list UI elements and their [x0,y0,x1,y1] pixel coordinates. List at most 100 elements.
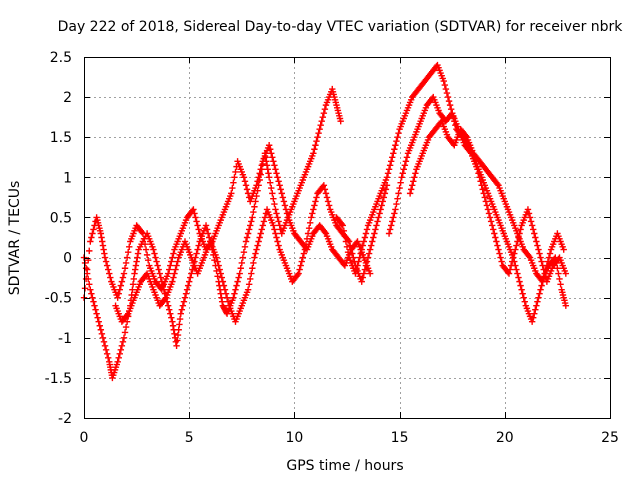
data-point [474,166,481,173]
data-point-interp [244,230,252,237]
data-point [265,142,273,149]
data-point-interp [218,294,225,301]
data-point-interp [256,170,263,177]
data-point-interp [356,254,363,261]
data-point-interp [181,294,189,301]
data-point-interp [361,266,369,273]
data-point-interp [258,162,265,169]
data-point [236,270,243,277]
data-point [190,206,197,213]
data-point-interp [174,337,181,344]
data-point-interp [497,254,504,261]
data-point-interp [130,275,137,283]
data-point-interp [81,285,89,292]
data-point [251,254,258,261]
data-point-interp [366,246,374,253]
data-point [253,182,260,189]
data-point [390,150,397,157]
y-axis-title: SDTVAR / TECUs [7,181,23,296]
data-point-interp [462,132,470,140]
data-point-interp [192,214,199,221]
data-point-interp [104,354,112,362]
series-track-d [333,61,567,325]
data-point-interp [267,179,274,186]
data-point-interp [320,109,328,117]
data-point-interp [205,234,213,241]
data-point-interp [360,270,368,277]
data-point-interp [188,270,195,277]
data-point-interp [443,89,451,97]
data-point-interp [154,262,161,269]
data-point-interp [220,282,228,289]
data-point [524,206,532,213]
data-point-interp [169,322,177,329]
data-point-interp [229,184,236,192]
data-point [169,278,176,285]
data-point-interp [194,246,201,253]
data-point-interp [396,184,403,192]
data-point-interp [116,286,123,293]
series-track-b [80,142,374,301]
data-point-interp [373,222,380,229]
data-point-interp [256,234,263,241]
data-point-interp [313,138,320,145]
data-point-interp [267,146,274,153]
data-point-interp [168,314,175,321]
data-point [358,278,365,285]
data-point-interp [232,168,239,176]
data-point-interp [240,249,248,256]
data-point-interp [532,234,539,241]
data-point-interp [386,162,394,169]
y-tick-label: -0.5 [45,291,72,307]
data-points [80,61,570,382]
data-point-interp [306,219,314,226]
data-point-interp [546,250,554,257]
data-point-interp [126,243,133,251]
data-point [272,206,279,213]
data-point-interp [312,142,319,149]
data-point-interp [250,259,257,267]
data-point-interp [511,250,518,257]
data-point [139,230,147,237]
data-point-interp [230,179,237,186]
data-point [257,230,264,237]
data-point-interp [142,246,150,253]
data-point-interp [382,186,390,193]
data-point-interp [238,259,245,267]
data-point-interp [343,243,351,251]
data-point-interp [250,208,257,216]
data-point-interp [538,258,545,265]
data-point [114,358,121,366]
data-point [440,77,447,85]
data-point-interp [325,202,333,209]
data-point-interp [387,158,395,165]
data-point-interp [224,298,232,305]
data-point [486,214,494,221]
data-point-interp [376,210,383,217]
data-point-interp [303,235,311,243]
data-point [99,334,107,341]
data-point-interp [166,266,173,273]
data-point-interp [98,234,105,241]
data-point-interp [275,218,282,225]
data-point-interp [556,275,563,283]
data-point-interp [239,254,247,261]
data-point-interp [117,346,125,354]
data-point-interp [280,198,288,205]
data-point-interp [102,258,110,265]
data-point [531,230,538,237]
data-point-interp [445,97,453,105]
data-point-interp [119,274,127,281]
data-point-interp [107,274,114,281]
data-point-interp [302,240,310,248]
data-point [392,206,399,213]
data-point-interp [296,266,303,273]
data-point-interp [495,246,502,253]
x-tick-label: 25 [601,430,619,446]
data-point [385,230,393,237]
series-track-e [385,93,570,285]
data-point [173,342,180,349]
data-point-interp [143,251,151,259]
data-point-interp [533,238,540,245]
series-track-f [406,117,570,309]
